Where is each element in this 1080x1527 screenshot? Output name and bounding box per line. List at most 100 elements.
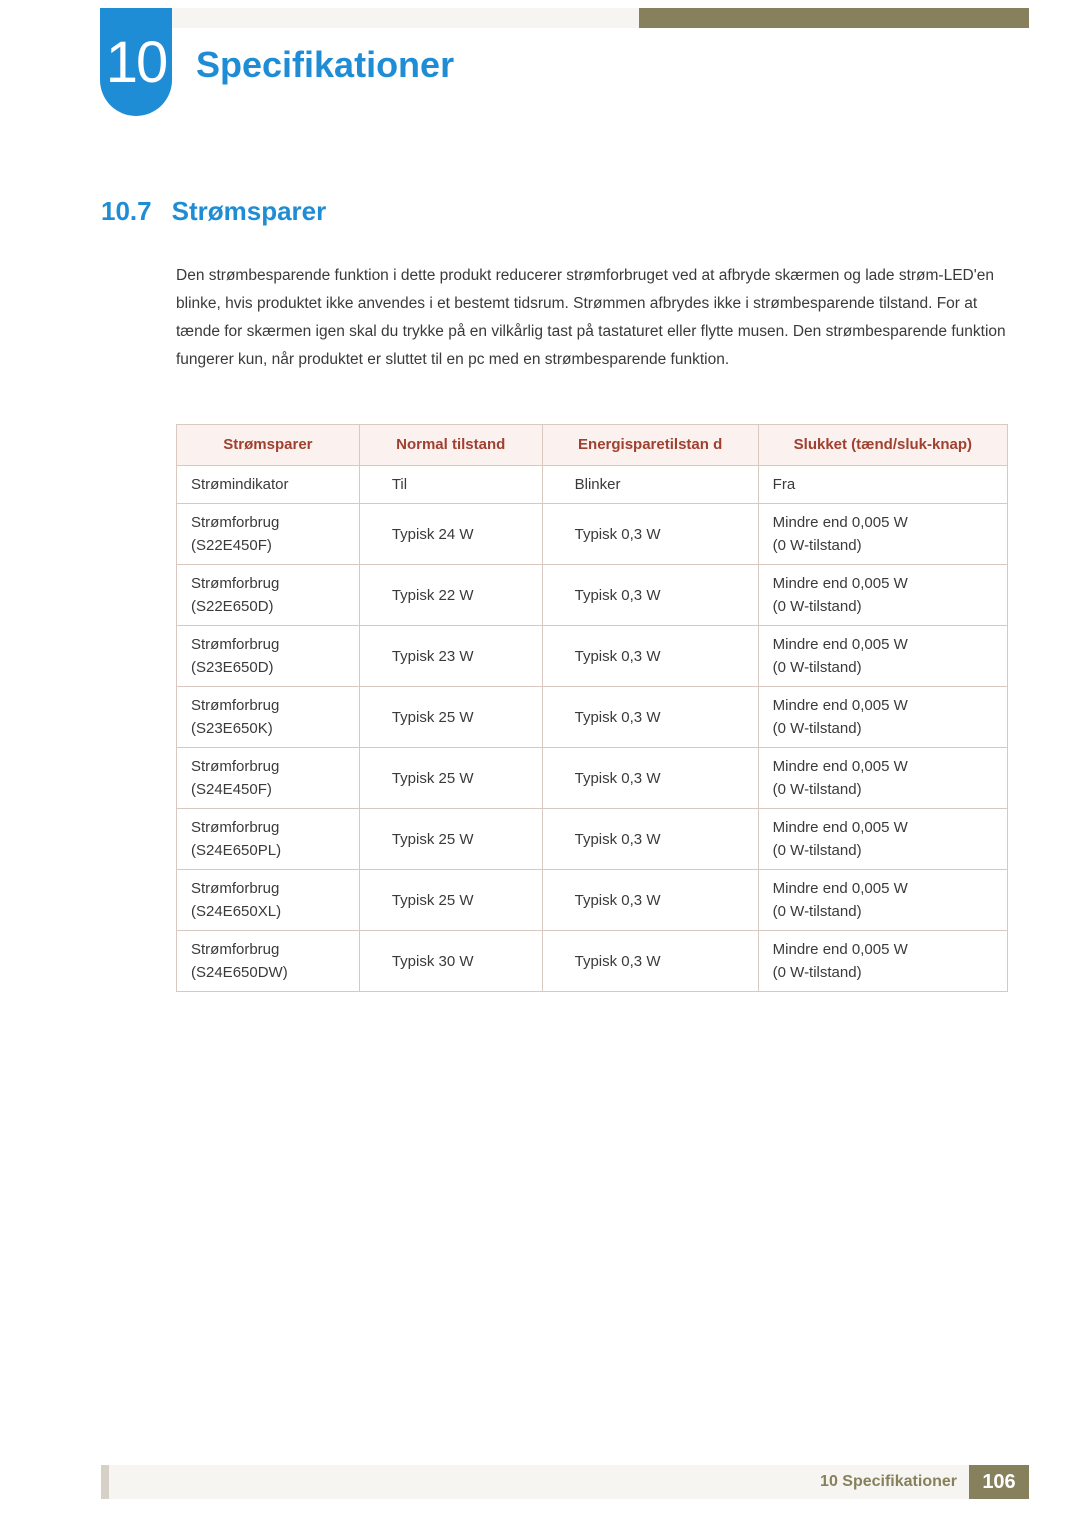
cell-subtext: (S24E650PL) — [191, 842, 345, 859]
cell-saving: Typisk 0,3 W — [542, 870, 758, 931]
cell-saving: Blinker — [542, 466, 758, 504]
cell-text: Fra — [773, 476, 993, 493]
footer-bar: 10 Specifikationer — [109, 1465, 969, 1499]
spec-table-wrap: Strømsparer Normal tilstand Energisparet… — [176, 424, 1008, 992]
cell-saving: Typisk 0,3 W — [542, 809, 758, 870]
cell-subtext: (0 W-tilstand) — [773, 598, 993, 615]
cell-subtext: (0 W-tilstand) — [773, 842, 993, 859]
footer-page-number: 106 — [969, 1465, 1029, 1499]
cell-text: Strømforbrug — [191, 819, 345, 836]
cell-text: Strømforbrug — [191, 514, 345, 531]
cell-off: Mindre end 0,005 W (0 W-tilstand) — [758, 809, 1007, 870]
cell-subtext: (0 W-tilstand) — [773, 720, 993, 737]
cell-off: Mindre end 0,005 W (0 W-tilstand) — [758, 870, 1007, 931]
cell-subtext: (0 W-tilstand) — [773, 781, 993, 798]
cell-label: Strømforbrug (S24E650PL) — [177, 809, 360, 870]
cell-text: Strømforbrug — [191, 697, 345, 714]
col-header: Energisparetilstan d — [542, 425, 758, 466]
section-paragraph: Den strømbesparende funktion i dette pro… — [176, 262, 1008, 374]
table-row: Strømforbrug (S23E650K) Typisk 25 WTypisk … — [177, 687, 1008, 748]
chapter-title: Specifikationer — [196, 44, 454, 86]
cell-saving: Typisk 0,3 W — [542, 931, 758, 992]
table-row: Strømforbrug (S22E650D) Typisk 22 WTypisk … — [177, 565, 1008, 626]
cell-normal: Typisk 25 W — [359, 809, 542, 870]
cell-subtext: (S24E650XL) — [191, 903, 345, 920]
cell-label: Strømforbrug (S23E650D) — [177, 626, 360, 687]
table-row: StrømindikatorTilBlinker Fra — [177, 466, 1008, 504]
table-row: Strømforbrug(S24E450F)Typisk 25 WTypisk … — [177, 748, 1008, 809]
cell-text: Strømforbrug — [191, 880, 345, 897]
cell-label: Strømindikator — [177, 466, 360, 504]
table-row: Strømforbrug(S24E650DW)Typisk 30 WTypisk… — [177, 931, 1008, 992]
cell-normal: Typisk 24 W — [359, 504, 542, 565]
cell-subtext: (0 W-tilstand) — [773, 659, 993, 676]
cell-text: Mindre end 0,005 W — [773, 514, 993, 531]
cell-normal: Typisk 22 W — [359, 565, 542, 626]
footer-accent — [101, 1465, 109, 1499]
cell-saving: Typisk 0,3 W — [542, 626, 758, 687]
chapter-number: 10 — [106, 29, 167, 96]
col-header: Normal tilstand — [359, 425, 542, 466]
cell-label: Strømforbrug (S22E450F) — [177, 504, 360, 565]
cell-text: Mindre end 0,005 W — [773, 880, 993, 897]
col-header-text: Strømsparer — [223, 436, 312, 453]
footer-label: 10 Specifikationer — [820, 1473, 957, 1491]
table-body: StrømindikatorTilBlinker Fra Strømforbrug (… — [177, 466, 1008, 992]
section-title: Strømsparer — [172, 196, 327, 227]
cell-text: Mindre end 0,005 W — [773, 758, 993, 775]
cell-text: Strømforbrug — [191, 575, 345, 592]
footer: 10 Specifikationer 106 — [101, 1465, 1029, 1499]
table-row: Strømforbrug (S23E650D) Typisk 23 WTypisk … — [177, 626, 1008, 687]
cell-subtext: (S23E650K) — [191, 720, 345, 737]
cell-subtext: (S24E650DW) — [191, 964, 345, 981]
cell-text: Strømforbrug — [191, 636, 345, 653]
cell-text: Strømforbrug — [191, 758, 345, 775]
spec-table: Strømsparer Normal tilstand Energisparet… — [176, 424, 1008, 992]
cell-subtext: (S24E450F) — [191, 781, 345, 798]
cell-subtext: (0 W-tilstand) — [773, 964, 993, 981]
table-header-row: Strømsparer Normal tilstand Energisparet… — [177, 425, 1008, 466]
cell-subtext: (S23E650D) — [191, 659, 345, 676]
cell-saving: Typisk 0,3 W — [542, 565, 758, 626]
page: 10 Specifikationer 10.7 Strømsparer Den … — [0, 0, 1080, 1527]
cell-text: Mindre end 0,005 W — [773, 697, 993, 714]
top-bar — [101, 8, 1029, 28]
cell-text: Mindre end 0,005 W — [773, 575, 993, 592]
cell-normal: Typisk 23 W — [359, 626, 542, 687]
cell-text: Mindre end 0,005 W — [773, 941, 993, 958]
col-header-text: Normal tilstand — [396, 436, 505, 453]
cell-off: Mindre end 0,005 W (0 W-tilstand) — [758, 626, 1007, 687]
cell-text: Strømforbrug — [191, 941, 345, 958]
cell-subtext: (S22E650D) — [191, 598, 345, 615]
cell-label: Strømforbrug (S24E650XL) — [177, 870, 360, 931]
cell-subtext: (0 W-tilstand) — [773, 537, 993, 554]
cell-off: Mindre end 0,005 W (0 W-tilstand) — [758, 748, 1007, 809]
cell-off: Mindre end 0,005 W (0 W-tilstand) — [758, 687, 1007, 748]
cell-label: Strømforbrug (S24E450F) — [177, 748, 360, 809]
cell-normal: Typisk 25 W — [359, 870, 542, 931]
cell-label: Strømforbrug (S23E650K) — [177, 687, 360, 748]
top-bar-light — [101, 8, 639, 28]
cell-normal: Typisk 25 W — [359, 687, 542, 748]
col-header-text: Energisparetilstan — [578, 436, 709, 453]
col-header: Strømsparer — [177, 425, 360, 466]
cell-subtext: (0 W-tilstand) — [773, 903, 993, 920]
cell-normal: Til — [359, 466, 542, 504]
cell-text: Mindre end 0,005 W — [773, 636, 993, 653]
table-row: Strømforbrug(S22E450F)Typisk 24 WTypisk … — [177, 504, 1008, 565]
col-header-text: Slukket — [794, 436, 847, 453]
chapter-badge: 10 — [100, 8, 172, 116]
cell-off: Mindre end 0,005 W (0 W-tilstand) — [758, 565, 1007, 626]
cell-label: Strømforbrug (S24E650DW) — [177, 931, 360, 992]
section-number: 10.7 — [101, 196, 152, 227]
cell-text: Mindre end 0,005 W — [773, 819, 993, 836]
top-bar-dark — [639, 8, 1029, 28]
cell-label: Strømforbrug (S22E650D) — [177, 565, 360, 626]
table-row: Strømforbrug (S24E650XL) Typisk 25 WTypisk… — [177, 870, 1008, 931]
section-heading: 10.7 Strømsparer — [101, 196, 326, 227]
cell-subtext: (S22E450F) — [191, 537, 345, 554]
cell-saving: Typisk 0,3 W — [542, 748, 758, 809]
col-header-text-2: d — [713, 436, 722, 453]
cell-off: Mindre end 0,005 W (0 W-tilstand) — [758, 504, 1007, 565]
cell-saving: Typisk 0,3 W — [542, 687, 758, 748]
